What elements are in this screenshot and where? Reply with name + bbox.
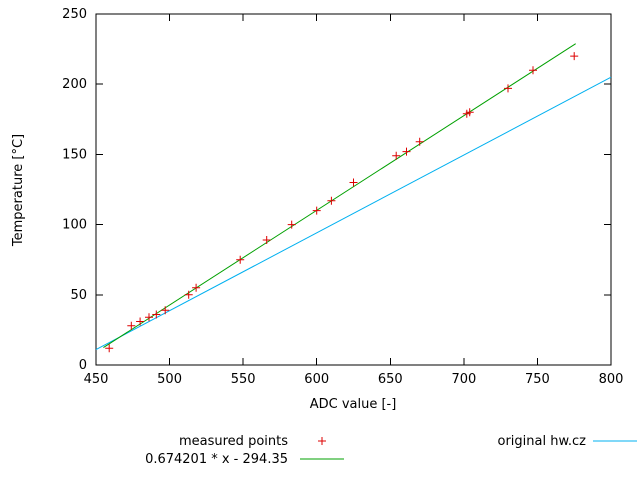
y-tick-label: 150 <box>62 147 87 162</box>
y-tick-label: 100 <box>62 218 87 233</box>
y-tick-label: 0 <box>79 358 87 373</box>
legend-label-fit-line: 0.674201 * x - 294.35 <box>145 452 288 467</box>
legend-label-measured-points: measured points <box>179 434 288 449</box>
x-tick-label: 800 <box>599 372 624 387</box>
x-tick-label: 550 <box>231 372 256 387</box>
legend-marker-measured-points <box>318 437 326 445</box>
original-hwcz-line <box>95 76 612 351</box>
plot-border <box>95 13 612 366</box>
legend-markers <box>300 437 637 460</box>
x-tick-label: 450 <box>84 372 109 387</box>
fit-line <box>103 43 576 349</box>
y-tick-label: 200 <box>62 77 87 92</box>
y-axis-label: Temperature [°C] <box>11 134 26 247</box>
x-tick-label: 600 <box>304 372 329 387</box>
x-tick-label: 750 <box>525 372 550 387</box>
axis-ticks: 450 500 550 600 650 700 750 800 0 50 100 150 200 250 <box>62 7 623 387</box>
legend-label-original-hwcz: original hw.cz <box>497 434 586 449</box>
x-axis-label: ADC value [-] <box>310 397 397 412</box>
data-series <box>95 43 612 353</box>
y-tick-label: 250 <box>62 7 87 22</box>
x-tick-label: 700 <box>451 372 476 387</box>
x-tick-label: 650 <box>378 372 403 387</box>
y-tick-label: 50 <box>70 288 87 303</box>
legend: measured points 0.674201 * x - 294.35 or… <box>145 434 637 467</box>
measured-points-markers <box>105 52 579 353</box>
x-tick-label: 500 <box>157 372 182 387</box>
